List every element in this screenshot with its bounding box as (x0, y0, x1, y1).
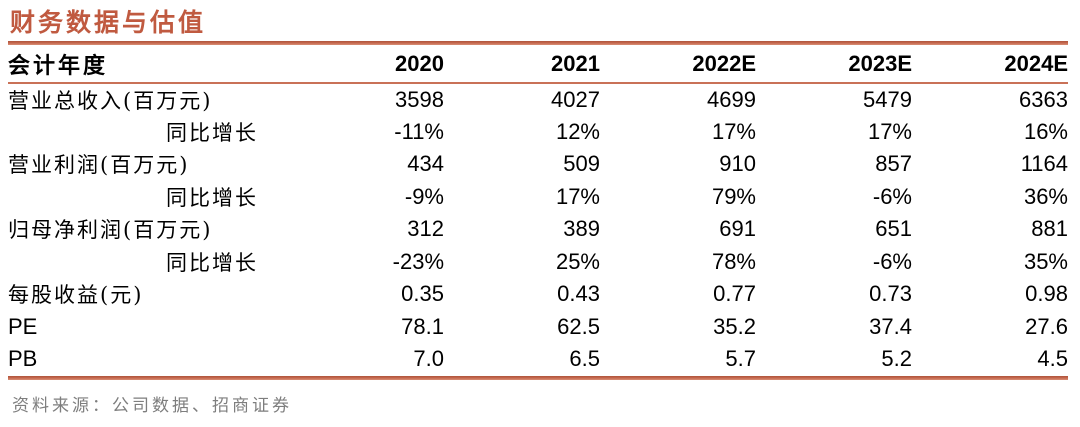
row-value: 1164 (1020, 151, 1068, 177)
row-value: 0.43 (557, 281, 600, 307)
table-row: 同比增长 -11% 12% 17% 17% 16% (8, 116, 1068, 149)
row-value: -9% (404, 183, 444, 209)
row-value: 79% (711, 183, 756, 209)
row-value: -11% (394, 118, 444, 144)
row-value: 312 (407, 216, 444, 242)
row-value: 35% (1023, 248, 1068, 274)
row-sublabel: 同比增长 (166, 120, 258, 145)
financial-table: 会计年度 2020 2021 2022E 2023E 2024E 营业总收入(百万元) 35… (8, 45, 1068, 376)
row-value: 27.6 (1025, 313, 1068, 339)
row-value: 857 (875, 151, 912, 177)
title-divider-rule (8, 41, 1068, 45)
table-header-row: 会计年度 2020 2021 2022E 2023E 2024E (8, 45, 1068, 84)
row-value: 17% (867, 118, 912, 144)
row-value: 509 (563, 151, 600, 177)
header-cell-year: 2024E (912, 45, 1068, 84)
row-value: 4027 (551, 86, 600, 112)
row-value: 17% (555, 183, 600, 209)
row-value: 78% (711, 248, 756, 274)
row-value: 78.1 (401, 313, 444, 339)
data-source-note: 资料来源：公司数据、招商证券 (12, 396, 292, 416)
row-value: 881 (1031, 216, 1068, 242)
table-row: 营业利润(百万元) 434 509 910 857 1164 (8, 148, 1068, 181)
table-row: 营业总收入(百万元) 3598 4027 4699 5479 6363 (8, 83, 1068, 116)
header-cell-year: 2021 (444, 45, 600, 84)
header-cell-year: 2023E (756, 45, 912, 84)
row-value: 3598 (395, 86, 444, 112)
table-row: 每股收益(元) 0.35 0.43 0.77 0.73 0.98 (8, 278, 1068, 311)
table-row: 同比增长 -23% 25% 78% -6% 35% (8, 246, 1068, 279)
row-value: 4699 (707, 86, 756, 112)
row-value: 651 (875, 216, 912, 242)
row-label: 归母净利润(百万元) (8, 218, 213, 243)
header-cell-year: 2022E (600, 45, 756, 84)
row-value: 691 (719, 216, 756, 242)
row-value: 37.4 (869, 313, 912, 339)
section-title: 财务数据与估值 (10, 8, 207, 37)
row-label: PE (8, 313, 38, 339)
table-row: PE 78.1 62.5 35.2 37.4 27.6 (8, 311, 1068, 344)
row-value: 0.35 (401, 281, 444, 307)
table-row: PB 7.0 6.5 5.7 5.2 4.5 (8, 343, 1068, 376)
table-body: 营业总收入(百万元) 3598 4027 4699 5479 6363 同比增长 -11% 12… (8, 83, 1068, 376)
row-label: 营业利润(百万元) (8, 153, 190, 178)
row-value: 36% (1023, 183, 1068, 209)
row-value: 5.2 (881, 346, 912, 372)
row-value: 16% (1023, 118, 1068, 144)
header-cell-year: 2020 (288, 45, 444, 84)
row-sublabel: 同比增长 (166, 185, 258, 210)
row-value: 0.73 (869, 281, 912, 307)
row-value: -23% (392, 248, 444, 274)
row-value: 62.5 (557, 313, 600, 339)
row-value: -6% (872, 183, 912, 209)
row-value: 4.5 (1037, 346, 1068, 372)
row-value: 434 (407, 151, 444, 177)
header-cell-fiscal-year: 会计年度 (8, 45, 288, 84)
row-value: 7.0 (413, 346, 444, 372)
row-sublabel: 同比增长 (166, 250, 258, 275)
row-value: 389 (563, 216, 600, 242)
row-value: 12% (555, 118, 600, 144)
row-value: 25% (555, 248, 600, 274)
row-value: 6363 (1019, 86, 1068, 112)
row-value: 5479 (863, 86, 912, 112)
row-value: 0.77 (713, 281, 756, 307)
row-label: PB (8, 346, 38, 372)
row-label: 每股收益(元) (8, 283, 144, 308)
table-row: 归母净利润(百万元) 312 389 691 651 881 (8, 213, 1068, 246)
row-label: 营业总收入(百万元) (8, 88, 213, 113)
row-value: 17% (711, 118, 756, 144)
row-value: 5.7 (725, 346, 756, 372)
row-value: 6.5 (569, 346, 600, 372)
row-value: -6% (872, 248, 912, 274)
row-value: 35.2 (713, 313, 756, 339)
table-row: 同比增长 -9% 17% 79% -6% 36% (8, 181, 1068, 214)
row-value: 910 (719, 151, 756, 177)
table-bottom-rule (8, 376, 1068, 380)
row-value: 0.98 (1025, 281, 1068, 307)
